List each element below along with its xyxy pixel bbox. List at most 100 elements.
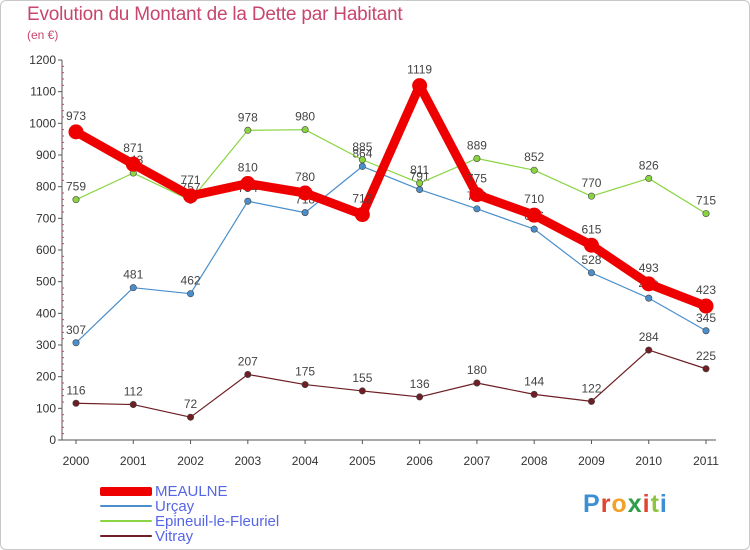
y-tick-label: 200 [36, 370, 56, 384]
data-label: 771 [181, 173, 201, 187]
data-label: 826 [639, 158, 659, 172]
data-point [301, 209, 309, 217]
y-tick-label: 0 [49, 433, 56, 447]
x-tick-label: 2008 [521, 454, 548, 468]
data-label: 175 [295, 365, 315, 379]
x-tick-label: 2001 [120, 454, 147, 468]
x-tick-label: 2011 [693, 454, 719, 468]
data-label: 780 [295, 170, 315, 184]
data-point [416, 186, 424, 194]
y-tick-label: 100 [36, 401, 56, 415]
y-tick-label: 1100 [30, 85, 56, 99]
legend-label: MEAULNE [155, 483, 228, 500]
data-label: 791 [410, 170, 430, 184]
proxiti-logo: Proxiti [583, 490, 668, 518]
data-point [358, 162, 366, 170]
data-point [183, 188, 199, 204]
legend-swatch [100, 505, 152, 507]
data-point [129, 284, 137, 292]
x-tick-label: 2009 [578, 454, 605, 468]
data-label: 852 [524, 150, 544, 164]
data-point [530, 225, 538, 233]
x-tick-label: 2010 [635, 454, 662, 468]
series-line [71, 81, 711, 311]
legend-swatch [100, 487, 152, 496]
data-point [641, 276, 657, 292]
data-point [587, 397, 595, 405]
x-tick-label: 2002 [177, 454, 204, 468]
data-point [416, 179, 424, 187]
data-label: 871 [123, 141, 143, 155]
data-point [301, 381, 309, 389]
legend-swatch [100, 535, 152, 537]
data-label: 481 [123, 268, 143, 282]
data-label: 715 [696, 194, 716, 208]
data-label: 973 [66, 109, 86, 123]
data-label: 980 [295, 110, 315, 124]
data-label: 136 [410, 377, 430, 391]
data-label: 307 [66, 323, 86, 337]
data-point [702, 210, 710, 218]
data-label: 885 [352, 140, 372, 154]
data-point [240, 176, 256, 191]
data-point [473, 379, 481, 387]
data-point [244, 126, 252, 134]
data-label: 112 [124, 385, 143, 399]
data-point [244, 370, 252, 378]
data-label: 759 [66, 180, 86, 194]
data-point [469, 187, 485, 203]
data-point [358, 156, 366, 164]
data-point [358, 387, 366, 395]
data-point [702, 327, 710, 335]
data-point [297, 185, 313, 201]
data-point [72, 399, 80, 407]
series-meaulne: 973 871 771 810 780 712 1119 775 710 615 493 423 [66, 63, 716, 314]
series-line [75, 349, 707, 418]
data-point [68, 124, 84, 140]
y-tick-label: 700 [36, 211, 56, 225]
data-point [72, 339, 80, 347]
data-label: 712 [352, 192, 372, 206]
data-point [301, 126, 309, 134]
legend-swatch [100, 520, 152, 522]
x-tick-label: 2000 [63, 454, 90, 468]
data-label: 116 [66, 383, 85, 397]
x-tick-label: 2003 [234, 454, 261, 468]
data-point [244, 197, 252, 205]
data-label: 889 [467, 138, 487, 152]
data-point [125, 156, 141, 172]
y-tick-label: 1200 [29, 53, 56, 67]
data-label: 493 [639, 261, 659, 275]
y-tick-label: 400 [36, 306, 56, 320]
data-label: 710 [524, 192, 544, 206]
data-point [412, 78, 428, 94]
data-point [702, 365, 710, 373]
data-point [530, 390, 538, 398]
data-point [526, 207, 542, 223]
y-tick-label: 800 [36, 180, 56, 194]
data-label: 462 [181, 274, 201, 288]
data-point [416, 393, 424, 401]
y-tick-label: 600 [36, 243, 56, 257]
series-line [75, 129, 707, 215]
data-label: 615 [581, 222, 601, 236]
x-tick-label: 2007 [464, 454, 491, 468]
data-label: 775 [467, 172, 487, 186]
chart-unit-label: (en €) [27, 28, 59, 42]
data-point [473, 154, 481, 162]
data-point [645, 174, 653, 182]
data-point [72, 196, 80, 204]
y-tick-label: 500 [36, 275, 56, 289]
y-tick-label: 300 [36, 338, 56, 352]
data-point [645, 346, 653, 354]
series-line [75, 165, 707, 344]
data-point [587, 269, 595, 277]
x-tick-label: 2005 [349, 454, 376, 468]
data-point [187, 290, 195, 298]
data-label: 423 [696, 283, 716, 297]
legend-label: Epineuil-le-Fleuriel [155, 513, 280, 530]
data-point [187, 413, 195, 421]
data-point [473, 205, 481, 213]
data-point [129, 401, 137, 409]
